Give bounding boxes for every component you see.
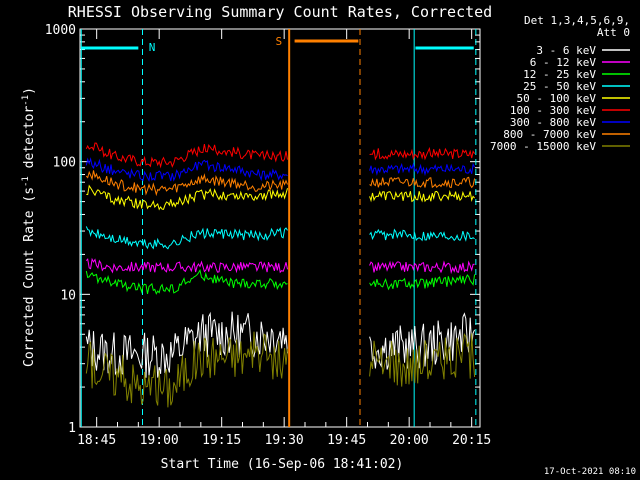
- legend-label-3: 25 - 50 keV: [523, 80, 596, 93]
- saa-marker-label: S: [275, 35, 282, 48]
- legend-label-1: 6 - 12 keV: [530, 56, 597, 69]
- night-marker-label: N: [149, 41, 156, 54]
- legend-label-0: 3 - 6 keV: [536, 44, 596, 57]
- series-line-2: [85, 268, 288, 295]
- chart-title: RHESSI Observing Summary Count Rates, Co…: [68, 3, 492, 21]
- x-tick-label: 19:00: [140, 433, 179, 448]
- series-line-8: [85, 331, 288, 408]
- x-tick-label: 19:15: [202, 433, 241, 448]
- legend-label-2: 12 - 25 keV: [523, 68, 596, 81]
- plot-frame: [79, 28, 481, 428]
- series-line-late-4: [369, 189, 475, 203]
- x-tick-label: 18:45: [77, 433, 116, 448]
- series-line-0: [85, 311, 288, 378]
- series-line-late-6: [369, 162, 476, 177]
- x-tick-label: 19:30: [265, 433, 304, 448]
- series-line-late-3: [369, 228, 475, 242]
- x-axis-label: Start Time (16-Sep-06 18:41:02): [161, 457, 404, 472]
- series-line-late-8: [369, 333, 476, 387]
- series-line-7: [85, 170, 288, 197]
- series-line-4: [86, 184, 288, 211]
- x-tick-label: 20:00: [390, 433, 429, 448]
- footer-timestamp: 17-Oct-2021 08:10: [544, 467, 636, 477]
- series-line-late-2: [369, 274, 476, 291]
- y-tick-label: 1000: [45, 23, 76, 38]
- series-line-late-1: [369, 260, 475, 275]
- series-line-late-7: [369, 176, 476, 189]
- y-tick-label: 100: [53, 156, 76, 171]
- x-tick-label: 20:15: [452, 433, 491, 448]
- series-line-late-5: [369, 146, 476, 161]
- series-line-6: [85, 157, 288, 183]
- x-tick-label: 19:45: [327, 433, 366, 448]
- series-line-1: [85, 257, 288, 274]
- legend-label-5: 100 - 300 keV: [510, 104, 596, 117]
- legend-label-4: 50 - 100 keV: [517, 92, 597, 105]
- y-tick-label: 1: [68, 421, 76, 436]
- series-line-5: [85, 142, 288, 169]
- y-axis-label: Corrected Count Rate (s-1 detector-1): [21, 87, 37, 367]
- legend-header-2: Att 0: [597, 26, 630, 39]
- legend-label-7: 800 - 7000 keV: [503, 128, 596, 141]
- y-tick-label: 10: [60, 288, 76, 303]
- legend-label-6: 300 - 800 keV: [510, 116, 596, 129]
- legend-header-1: Det 1,3,4,5,6,9,: [524, 14, 630, 27]
- series-line-3: [85, 226, 288, 250]
- legend-label-8: 7000 - 15000 keV: [490, 140, 596, 153]
